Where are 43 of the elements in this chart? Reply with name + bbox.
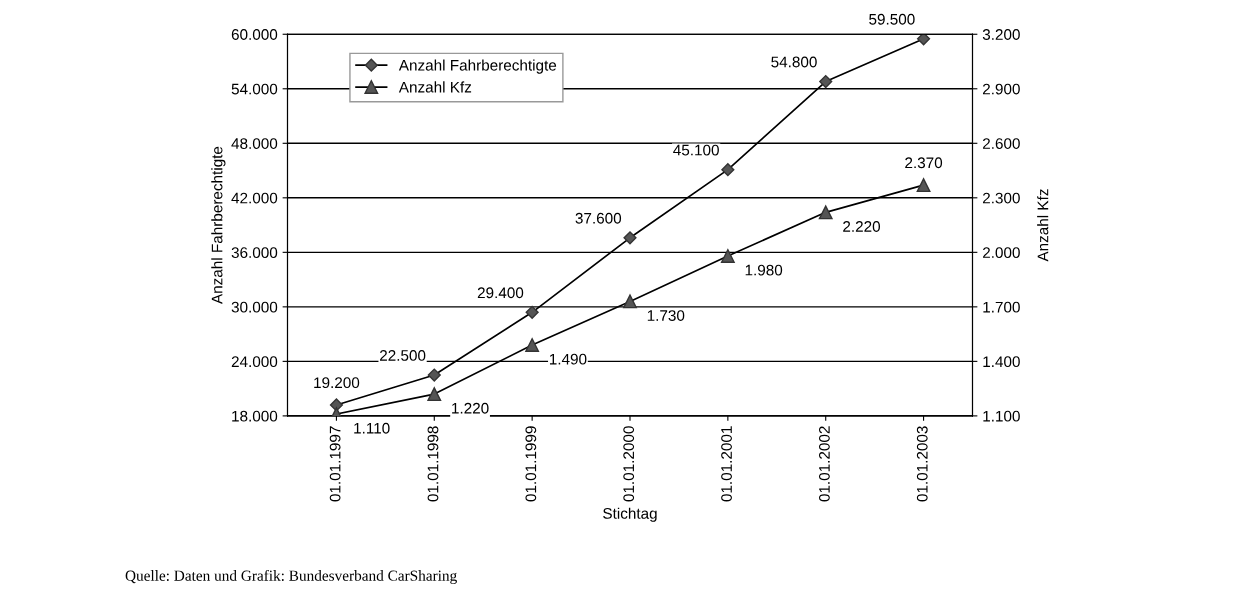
- y-tick-label: 42.000: [231, 192, 278, 204]
- legend-label: Anzahl Fahrberechtigte: [398, 59, 557, 74]
- x-tick-label: 01.01.1997: [329, 426, 341, 502]
- y2-axis-title: Anzahl Kfz: [1037, 189, 1049, 262]
- y-tick-label: 18.000: [232, 410, 278, 422]
- data-label: 1.110: [354, 422, 390, 434]
- y-tick-label: 30.000: [231, 301, 278, 313]
- y2-tick-label: 3.200: [982, 29, 1020, 40]
- y-tick-label: 54.000: [231, 83, 278, 95]
- x-tick-label: 01.01.1998: [427, 426, 439, 502]
- source-note: Quelle: Daten und Grafik: Bundesverband CarSharing: [125, 569, 457, 584]
- data-label: 19.200: [314, 377, 360, 389]
- x-tick-label: 01.01.1999: [525, 426, 537, 502]
- y2-tick-label: 1.100: [983, 410, 1020, 422]
- data-label: 29.400: [477, 287, 524, 299]
- y2-tick-label: 1.400: [983, 356, 1020, 368]
- y2-tick-label: 2.900: [982, 83, 1020, 95]
- y-axis-title: Anzahl Fahrberechtigte: [211, 146, 226, 305]
- data-label: 2.370: [905, 157, 943, 169]
- x-tick-label: 01.01.2002: [819, 426, 830, 502]
- data-label: 37.600: [575, 212, 622, 224]
- y2-tick-label: 2.000: [982, 247, 1020, 259]
- y-tick-label: 36.000: [231, 247, 278, 259]
- y-tick-label: 48.000: [231, 138, 278, 149]
- data-label: 1.980: [745, 264, 783, 276]
- y2-tick-label: 2.300: [982, 192, 1020, 204]
- y2-tick-label: 2.600: [982, 138, 1020, 149]
- x-axis-title: Stichtag: [603, 507, 657, 522]
- y2-tick-label: 1.700: [983, 301, 1020, 313]
- legend-label: Anzahl Kfz: [398, 81, 472, 93]
- data-label: 1.220: [452, 402, 489, 414]
- x-tick-label: 01.01.2000: [623, 426, 635, 502]
- data-label: 45.100: [673, 144, 719, 156]
- data-label: 22.500: [380, 350, 426, 361]
- data-label: 1.730: [647, 310, 685, 321]
- y-tick-label: 60.000: [231, 29, 278, 40]
- y-tick-label: 24.000: [231, 356, 278, 368]
- data-label: 59.500: [869, 13, 915, 25]
- x-tick-label: 01.01.2001: [721, 426, 732, 502]
- data-label: 54.800: [771, 56, 817, 68]
- data-label: 1.490: [549, 353, 587, 365]
- x-tick-label: 01.01.2003: [916, 426, 928, 502]
- data-label: 2.220: [843, 221, 881, 232]
